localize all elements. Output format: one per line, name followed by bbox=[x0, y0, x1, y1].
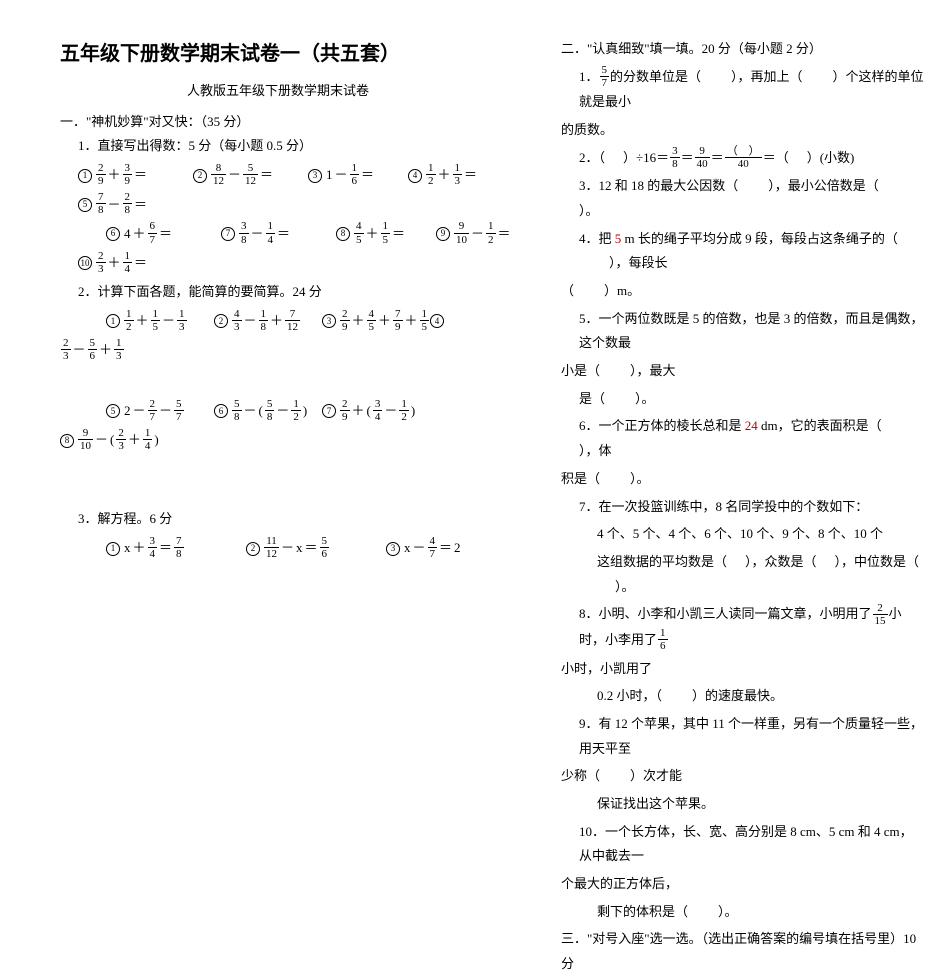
num-1c: 1 bbox=[106, 542, 120, 556]
q2-1b: 的质数。 bbox=[561, 118, 925, 143]
num-3b: 3 bbox=[322, 314, 336, 328]
q2-10c: 剩下的体积是（）。 bbox=[561, 900, 925, 925]
num-2c: 2 bbox=[246, 542, 260, 556]
num-4: 4 bbox=[408, 169, 422, 183]
num-8b: 8 bbox=[60, 434, 74, 448]
num-2: 2 bbox=[193, 169, 207, 183]
num-6b: 6 bbox=[214, 404, 228, 418]
q2-5b: 小是（），最大 bbox=[561, 359, 925, 384]
num-3c: 3 bbox=[386, 542, 400, 556]
q1-row2b: 64＋67＝ 738－14＝ 845＋15＝ 9910－12＝ bbox=[60, 221, 536, 246]
q2-5: 5．一个两位数既是 5 的倍数，也是 3 的倍数，而且是偶数，这个数最 bbox=[561, 307, 925, 356]
q2-9b: 少称（）次才能 bbox=[561, 764, 925, 789]
left-column: 五年级下册数学期末试卷一（共五套） 人教版五年级下册数学期末试卷 一．"神机妙算… bbox=[60, 35, 551, 649]
num-5b: 5 bbox=[106, 404, 120, 418]
q2-1: 1．57的分数单位是（），再加上（）个这样的单位就是最小 bbox=[561, 65, 925, 115]
num-2b: 2 bbox=[214, 314, 228, 328]
q2-row1: 112＋15－13 243－18＋712 329＋45＋79＋15 4 bbox=[60, 309, 536, 334]
num-6: 6 bbox=[106, 227, 120, 241]
num-3: 3 bbox=[308, 169, 322, 183]
q2-7c: 这组数据的平均数是（），众数是（），中位数是（）。 bbox=[561, 550, 925, 599]
num-10: 10 bbox=[78, 256, 92, 270]
q2-10b: 个最大的正方体后， bbox=[561, 872, 925, 897]
section1-head: 一．"神机妙算"对又快：（35 分） bbox=[60, 110, 536, 135]
q1-row1: 129＋39＝ 2812－512＝ 31－16＝ 412＋13＝ bbox=[60, 163, 536, 188]
q2-9: 9．有 12 个苹果，其中 11 个一样重，另有一个质量轻一些，用天平至 bbox=[561, 712, 925, 761]
q2-9c: 保证找出这个苹果。 bbox=[561, 792, 925, 817]
num-8: 8 bbox=[336, 227, 350, 241]
q2-5c: 是（）。 bbox=[561, 387, 925, 412]
num-9: 9 bbox=[436, 227, 450, 241]
page-title: 五年级下册数学期末试卷一（共五套） bbox=[60, 35, 536, 73]
q2-8c: 0.2 小时，（）的速度最快。 bbox=[561, 684, 925, 709]
num-7: 7 bbox=[221, 227, 235, 241]
num-1b: 1 bbox=[106, 314, 120, 328]
page-subtitle: 人教版五年级下册数学期末试卷 bbox=[20, 79, 536, 104]
num-4b: 4 bbox=[430, 314, 444, 328]
q2-row2b: 8910－(23＋14) bbox=[60, 428, 536, 453]
q2-7b: 4 个、5 个、4 个、6 个、10 个、9 个、8 个、10 个 bbox=[561, 522, 925, 547]
s1-q1-head: 1．直接写出得数：5 分（每小题 0.5 分） bbox=[60, 134, 536, 159]
num-7b: 7 bbox=[322, 404, 336, 418]
s1-q2-head: 2．计算下面各题，能简算的要简算。24 分 bbox=[60, 280, 536, 305]
q1-row2a: 578－28＝ bbox=[60, 192, 536, 217]
q3-row: 1x＋34＝78 21112－x＝56 3x－47＝2 bbox=[60, 536, 536, 561]
q2-3: 3．12 和 18 的最大公因数（），最小公倍数是（）。 bbox=[561, 174, 925, 223]
q2-row1b: 23－56＋13 bbox=[60, 338, 536, 363]
q2-10: 10．一个长方体，长、宽、高分别是 8 cm、5 cm 和 4 cm，从中截去一 bbox=[561, 820, 925, 869]
num-1: 1 bbox=[78, 169, 92, 183]
right-column: 二．"认真细致"填一填。20 分（每小题 2 分） 1．57的分数单位是（），再… bbox=[551, 35, 925, 649]
s1-q3-head: 3．解方程。6 分 bbox=[60, 507, 536, 532]
num-5: 5 bbox=[78, 198, 92, 212]
section3-head: 三．"对号入座"选一选。（选出正确答案的编号填在括号里）10 分 bbox=[561, 927, 925, 976]
q2-6b: 积是（）。 bbox=[561, 467, 925, 492]
q2-8: 8．小明、小李和小凯三人读同一篇文章，小明用了215小时，小李用了16 bbox=[561, 602, 925, 653]
q2-2: 2．（）÷16＝38＝940＝（ ）40＝（）(小数) bbox=[561, 146, 925, 172]
section2-head: 二．"认真细致"填一填。20 分（每小题 2 分） bbox=[561, 37, 925, 62]
q2-4: 4．把 5 m 长的绳子平均分成 9 段，每段占这条绳子的（），每段长 bbox=[561, 227, 925, 276]
q2-7: 7．在一次投篮训练中，8 名同学投中的个数如下： bbox=[561, 495, 925, 520]
q2-4b: （）m。 bbox=[561, 279, 925, 304]
q2-6: 6．一个正方体的棱长总和是 24 dm，它的表面积是（），体 bbox=[561, 414, 925, 463]
q1-row3: 1023＋14＝ bbox=[60, 251, 536, 276]
q2-row2: 52－27－57 658－(58－12) 729＋(34－12) bbox=[60, 399, 536, 424]
